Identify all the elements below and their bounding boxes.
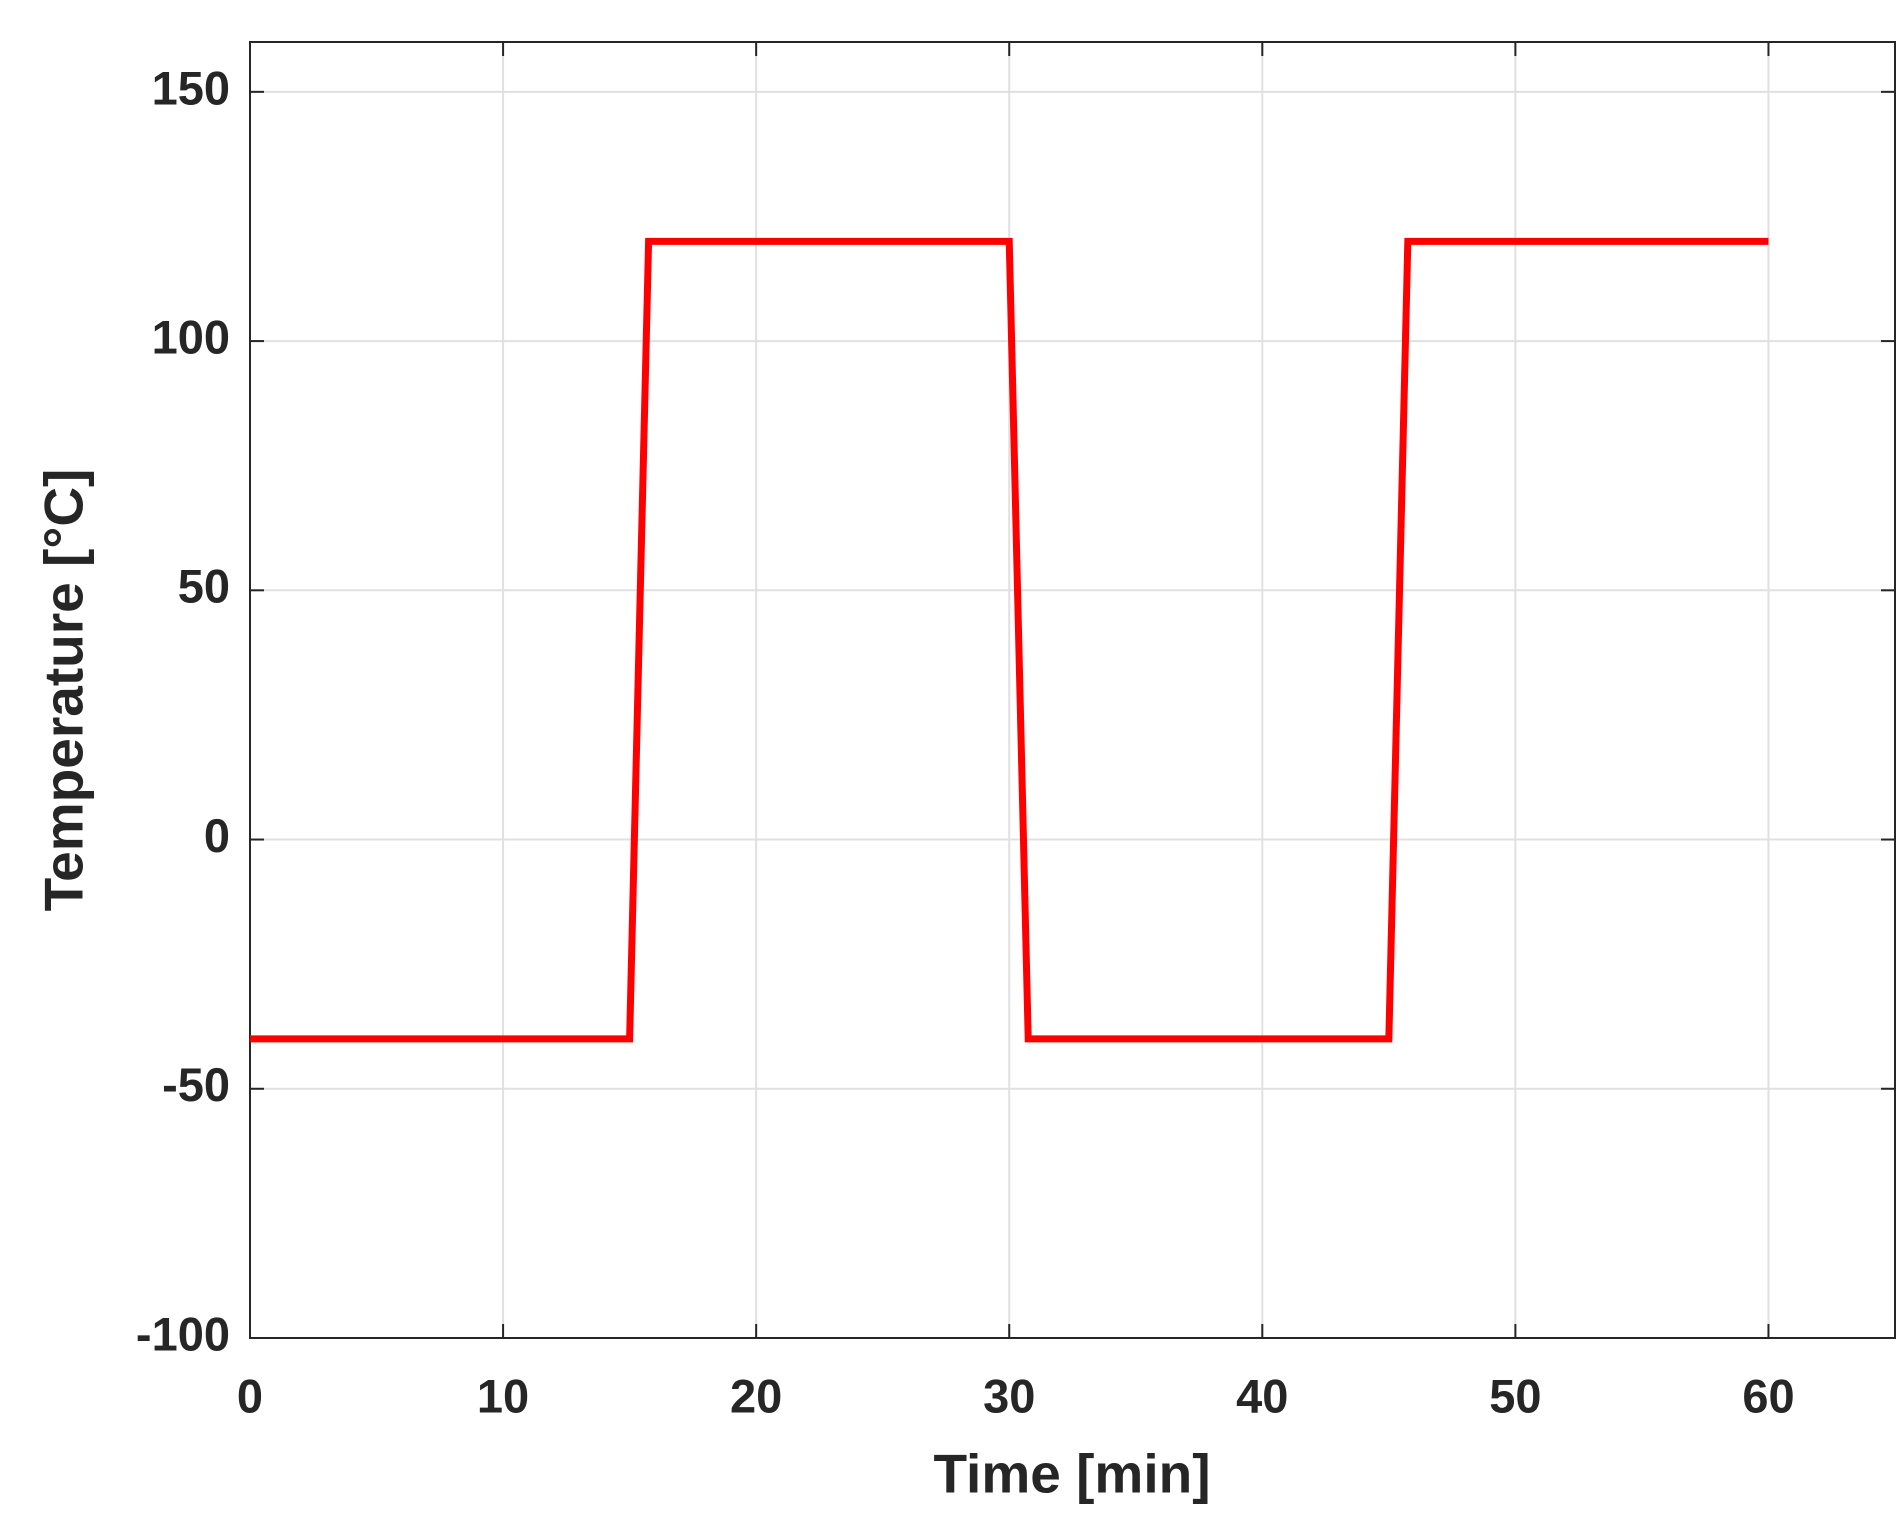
y-tick-label: 150 [152, 61, 230, 114]
y-tick-label: 100 [152, 310, 230, 363]
data-line [250, 237, 1769, 1043]
x-tick-label: 50 [1489, 1369, 1541, 1422]
plot-frame [249, 41, 1896, 1339]
y-tick-label: -50 [162, 1058, 230, 1111]
y-tick-label: 50 [178, 560, 230, 613]
x-tick-label: 60 [1742, 1369, 1794, 1422]
x-tick-label: 30 [983, 1369, 1035, 1422]
x-tick-label: 0 [237, 1369, 263, 1422]
y-axis-label: Temperature [°C] [33, 469, 95, 912]
x-tick-label: 10 [477, 1369, 529, 1422]
y-tick-label: -100 [136, 1307, 230, 1360]
y-tick-label: 0 [204, 809, 230, 862]
x-axis-label: Time [min] [933, 1443, 1210, 1505]
x-tick-label: 40 [1236, 1369, 1288, 1422]
x-tick-label: 20 [730, 1369, 782, 1422]
